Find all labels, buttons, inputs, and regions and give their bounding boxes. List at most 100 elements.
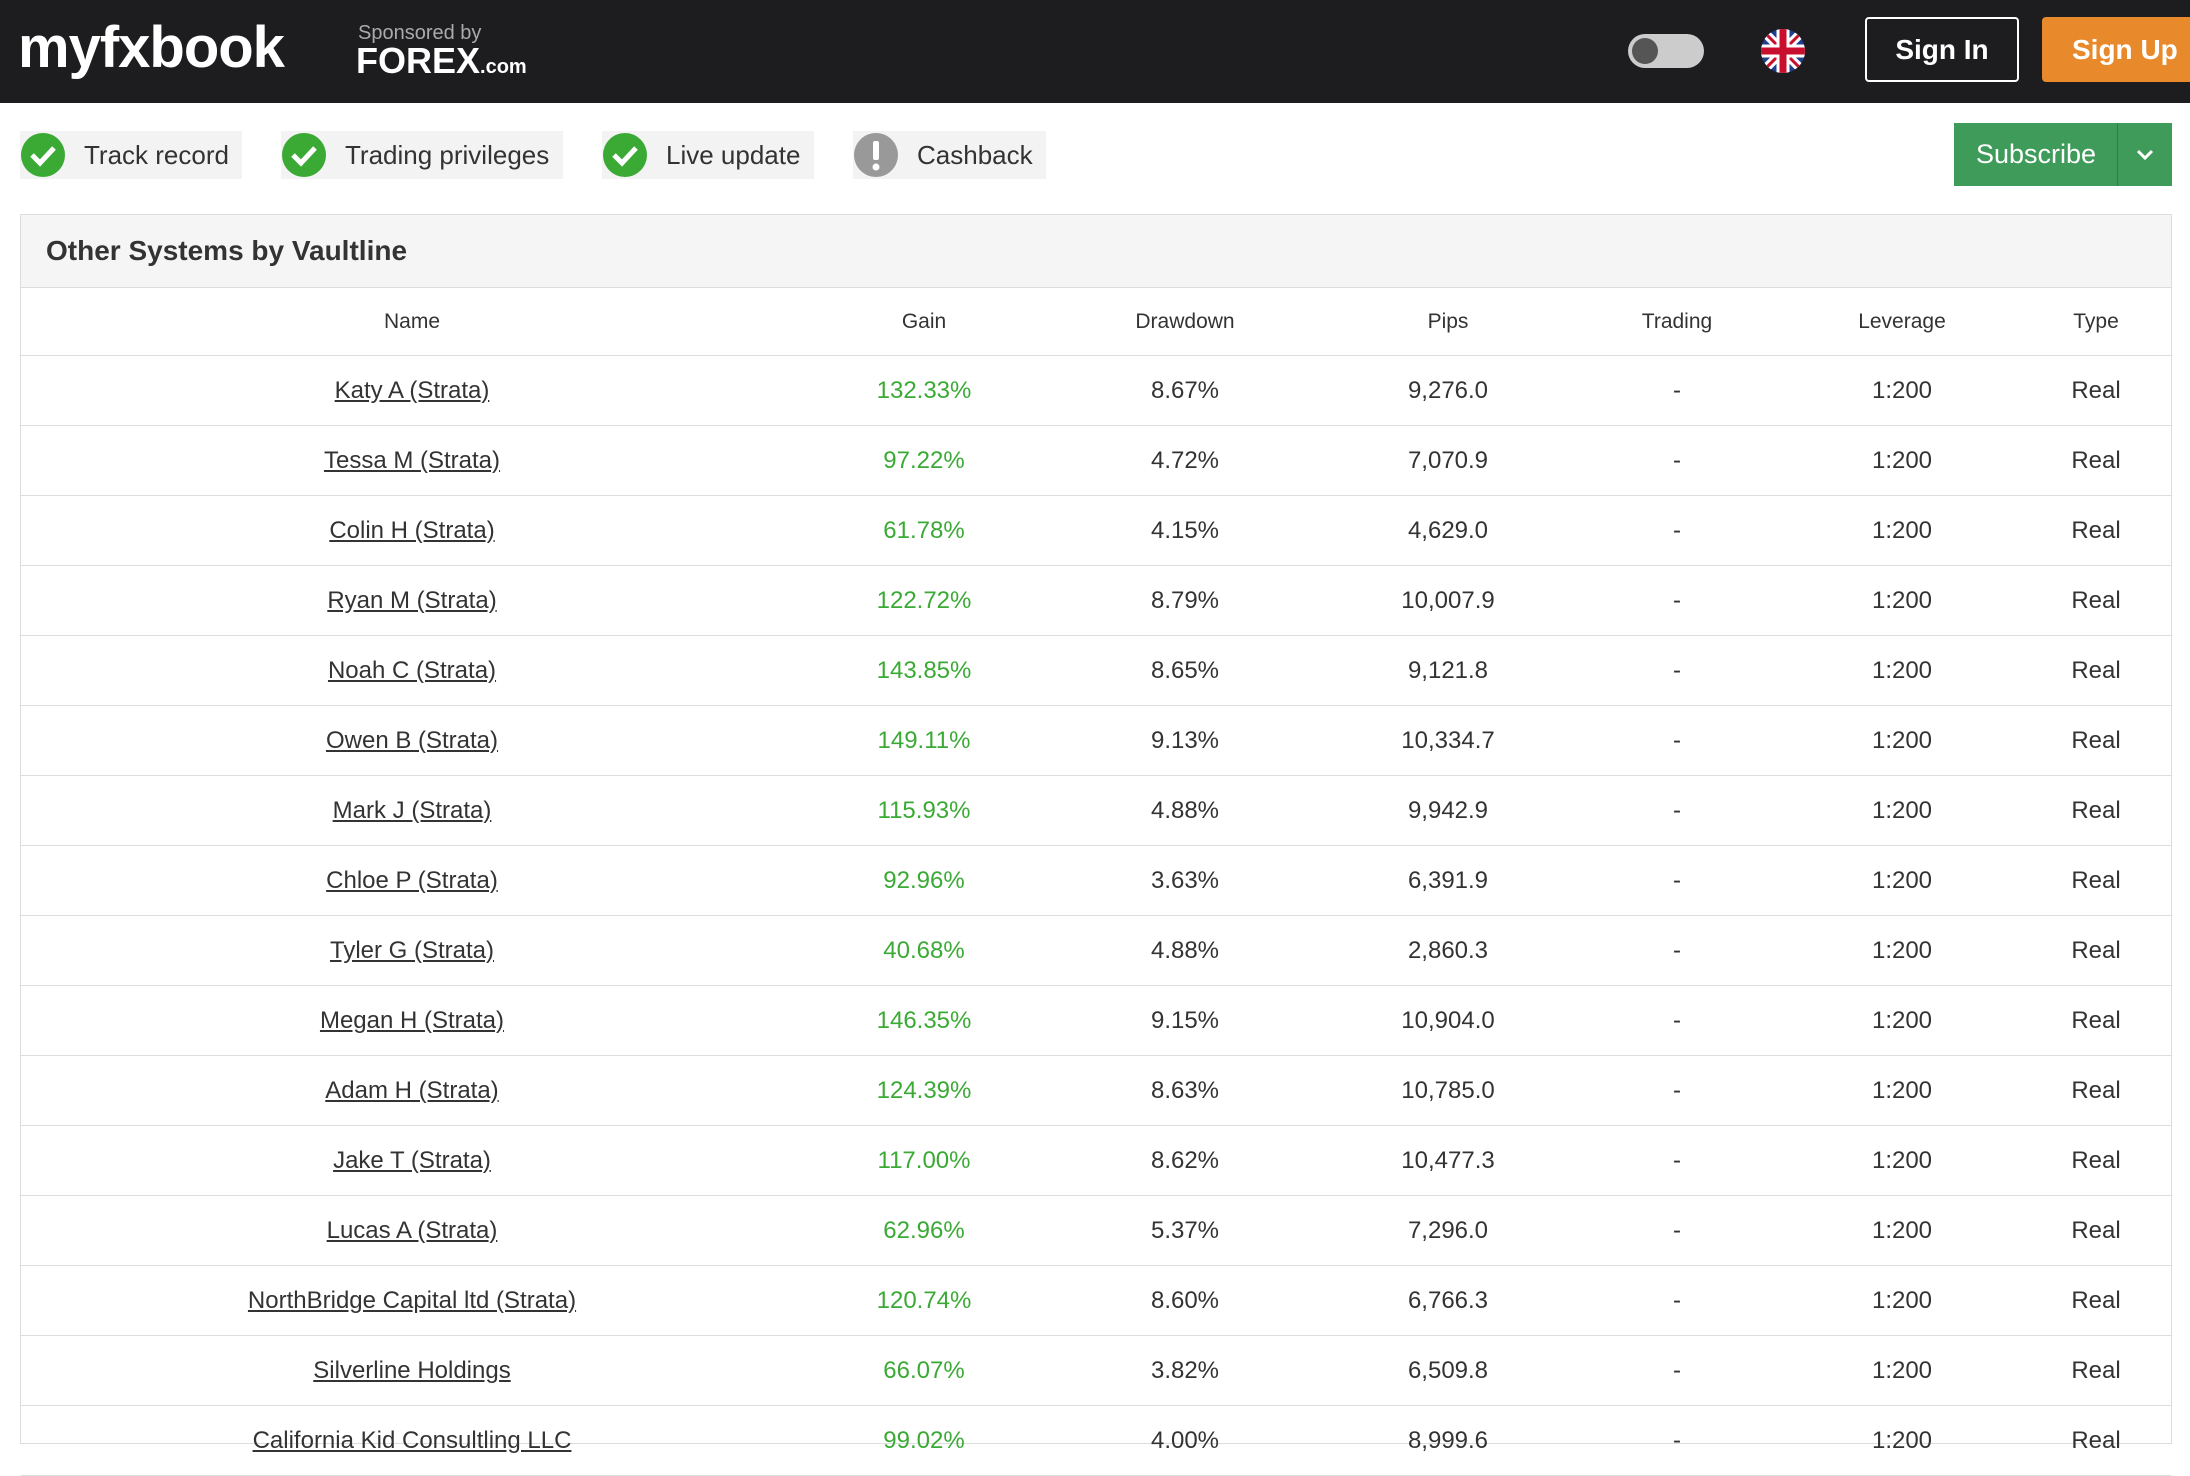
system-link[interactable]: Jake T (Strata) bbox=[333, 1146, 491, 1174]
system-link[interactable]: Ryan M (Strata) bbox=[327, 586, 497, 614]
leverage-cell: 1:200 bbox=[1783, 985, 2021, 1056]
system-link[interactable]: Tessa M (Strata) bbox=[323, 446, 501, 474]
sign-in-button[interactable]: Sign In bbox=[1865, 17, 2019, 82]
leverage-cell: 1:200 bbox=[1783, 565, 2021, 636]
drawdown-cell: 4.88% bbox=[1045, 775, 1325, 846]
gain-cell: 97.22% bbox=[803, 425, 1045, 496]
system-link[interactable]: Katy A (Strata) bbox=[334, 376, 490, 404]
drawdown-cell: 8.79% bbox=[1045, 565, 1325, 636]
check-icon bbox=[603, 133, 647, 177]
type-cell: Real bbox=[2021, 1335, 2171, 1406]
system-link[interactable]: Tyler G (Strata) bbox=[329, 936, 495, 964]
drawdown-cell: 9.13% bbox=[1045, 705, 1325, 776]
drawdown-cell: 4.00% bbox=[1045, 1405, 1325, 1476]
table-row: Adam H (Strata) 124.39% 8.63% 10,785.0-1:20… bbox=[21, 1055, 2171, 1126]
pips-cell: 10,477.3 bbox=[1325, 1125, 1571, 1196]
drawdown-cell: 4.88% bbox=[1045, 915, 1325, 986]
pips-cell: 9,276.0 bbox=[1325, 355, 1571, 426]
status-badge: Track record bbox=[20, 131, 242, 179]
name-cell: California Kid Consultling LLC bbox=[21, 1405, 803, 1476]
column-header: Name bbox=[21, 288, 803, 356]
badge-label: Live update bbox=[666, 139, 801, 170]
table-row: Noah C (Strata) 143.85% 8.65% 9,121.8-1:200… bbox=[21, 635, 2171, 706]
drawdown-cell: 8.60% bbox=[1045, 1265, 1325, 1336]
pips-cell: 10,334.7 bbox=[1325, 705, 1571, 776]
trading-cell: - bbox=[1571, 1195, 1783, 1266]
leverage-cell: 1:200 bbox=[1783, 1125, 2021, 1196]
trading-cell: - bbox=[1571, 355, 1783, 426]
name-cell: Noah C (Strata) bbox=[21, 635, 803, 706]
leverage-cell: 1:200 bbox=[1783, 495, 2021, 566]
system-link[interactable]: NorthBridge Capital ltd (Strata) bbox=[247, 1286, 577, 1314]
pips-cell: 4,629.0 bbox=[1325, 495, 1571, 566]
table-row: Tessa M (Strata) 97.22% 4.72% 7,070.9-1:200… bbox=[21, 425, 2171, 496]
name-cell: Silverline Holdings bbox=[21, 1335, 803, 1406]
drawdown-cell: 4.15% bbox=[1045, 495, 1325, 566]
trading-cell: - bbox=[1571, 1405, 1783, 1476]
gain-cell: 143.85% bbox=[803, 635, 1045, 706]
system-link[interactable]: Adam H (Strata) bbox=[325, 1076, 499, 1104]
system-link[interactable]: California Kid Consultling LLC bbox=[252, 1426, 572, 1454]
table-row: Katy A (Strata) 132.33% 8.67% 9,276.0-1:200… bbox=[21, 355, 2171, 426]
type-cell: Real bbox=[2021, 985, 2171, 1056]
status-badge: Trading privileges bbox=[281, 131, 563, 179]
language-flag[interactable] bbox=[1760, 28, 1806, 74]
theme-toggle[interactable] bbox=[1628, 34, 1704, 68]
system-link[interactable]: Lucas A (Strata) bbox=[326, 1216, 498, 1244]
name-cell: Tyler G (Strata) bbox=[21, 915, 803, 986]
subscribe-dropdown[interactable] bbox=[2116, 123, 2172, 186]
leverage-cell: 1:200 bbox=[1783, 915, 2021, 986]
pips-cell: 10,904.0 bbox=[1325, 985, 1571, 1056]
name-cell: Adam H (Strata) bbox=[21, 1055, 803, 1126]
leverage-cell: 1:200 bbox=[1783, 1055, 2021, 1126]
leverage-cell: 1:200 bbox=[1783, 355, 2021, 426]
system-link[interactable]: Noah C (Strata) bbox=[327, 656, 497, 684]
trading-cell: - bbox=[1571, 635, 1783, 706]
leverage-cell: 1:200 bbox=[1783, 1265, 2021, 1336]
name-cell: Mark J (Strata) bbox=[21, 775, 803, 846]
pips-cell: 7,296.0 bbox=[1325, 1195, 1571, 1266]
trading-cell: - bbox=[1571, 775, 1783, 846]
system-link[interactable]: Chloe P (Strata) bbox=[326, 866, 498, 894]
sponsor-brand[interactable]: FOREX.com bbox=[356, 40, 527, 82]
name-cell: Owen B (Strata) bbox=[21, 705, 803, 776]
table-row: Tyler G (Strata) 40.68% 4.88% 2,860.3-1:200… bbox=[21, 915, 2171, 986]
subscribe-button[interactable]: Subscribe bbox=[1954, 123, 2172, 186]
drawdown-cell: 9.15% bbox=[1045, 985, 1325, 1056]
drawdown-cell: 5.37% bbox=[1045, 1195, 1325, 1266]
sign-up-button[interactable]: Sign Up bbox=[2042, 17, 2190, 82]
trading-cell: - bbox=[1571, 1335, 1783, 1406]
table-row: Colin H (Strata) 61.78% 4.15% 4,629.0-1:200… bbox=[21, 495, 2171, 566]
table-row: Lucas A (Strata) 62.96% 5.37% 7,296.0-1:200… bbox=[21, 1195, 2171, 1266]
subscribe-label: Subscribe bbox=[1976, 139, 2097, 169]
system-link[interactable]: Colin H (Strata) bbox=[329, 516, 495, 544]
check-icon bbox=[21, 133, 65, 177]
table-row: Ryan M (Strata) 122.72% 8.79% 10,007.9-1:20… bbox=[21, 565, 2171, 636]
name-cell: Colin H (Strata) bbox=[21, 495, 803, 566]
type-cell: Real bbox=[2021, 1265, 2171, 1336]
column-header: Trading bbox=[1571, 288, 1783, 356]
trading-cell: - bbox=[1571, 1265, 1783, 1336]
type-cell: Real bbox=[2021, 565, 2171, 636]
name-cell: Chloe P (Strata) bbox=[21, 845, 803, 916]
system-link[interactable]: Megan H (Strata) bbox=[319, 1006, 505, 1034]
gain-cell: 124.39% bbox=[803, 1055, 1045, 1126]
pips-cell: 6,509.8 bbox=[1325, 1335, 1571, 1406]
type-cell: Real bbox=[2021, 635, 2171, 706]
check-icon bbox=[282, 133, 326, 177]
gain-cell: 146.35% bbox=[803, 985, 1045, 1056]
gain-cell: 40.68% bbox=[803, 915, 1045, 986]
type-cell: Real bbox=[2021, 775, 2171, 846]
pips-cell: 6,391.9 bbox=[1325, 845, 1571, 916]
pips-cell: 9,942.9 bbox=[1325, 775, 1571, 846]
sponsor-label: Sponsored by bbox=[358, 22, 482, 44]
type-cell: Real bbox=[2021, 1405, 2171, 1476]
status-badge: Cashback bbox=[853, 131, 1046, 179]
system-link[interactable]: Owen B (Strata) bbox=[325, 726, 499, 754]
logo[interactable]: myfxbook bbox=[18, 15, 285, 80]
system-link[interactable]: Silverline Holdings bbox=[313, 1356, 511, 1384]
system-link[interactable]: Mark J (Strata) bbox=[332, 796, 492, 824]
type-cell: Real bbox=[2021, 1125, 2171, 1196]
type-cell: Real bbox=[2021, 425, 2171, 496]
type-cell: Real bbox=[2021, 705, 2171, 776]
